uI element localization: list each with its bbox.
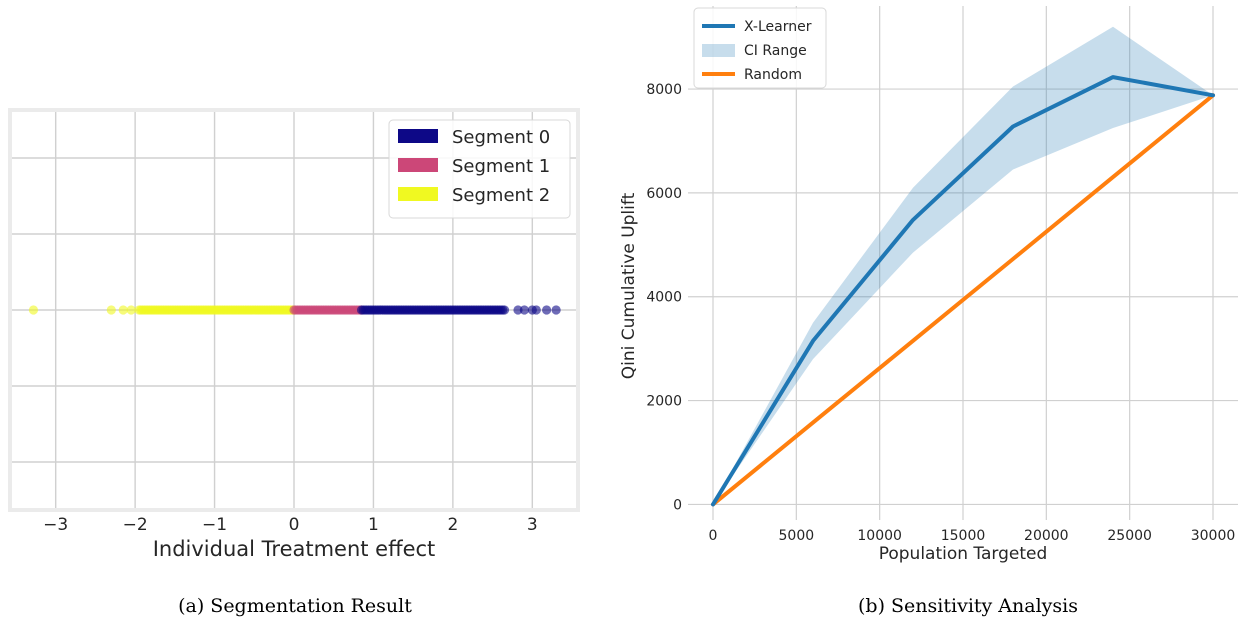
x-tick-label: 3 <box>527 515 538 535</box>
x-tick-label: 15000 <box>941 528 986 544</box>
data-point <box>519 305 529 315</box>
data-point <box>531 305 541 315</box>
legend-label: X-Learner <box>744 19 812 35</box>
y-tick-label: 4000 <box>646 290 682 306</box>
legend: X-Learner CI Range Random <box>693 7 827 89</box>
data-point <box>118 305 128 315</box>
caption-b: (b) Sensitivity Analysis <box>858 595 1078 617</box>
legend-swatch <box>398 129 438 143</box>
scatter-points <box>28 305 561 315</box>
x-tick-labels: −3 −2 −1 0 1 2 3 <box>43 515 538 535</box>
x-tick-label: 0 <box>709 528 718 544</box>
x-tick-label: 5000 <box>779 528 815 544</box>
y-tick-label: 0 <box>673 497 682 513</box>
data-point <box>513 305 523 315</box>
legend-label: Random <box>744 67 802 83</box>
series-layer <box>711 26 1215 507</box>
y-tick-label: 6000 <box>646 186 682 202</box>
x-tick-label: 30000 <box>1191 528 1236 544</box>
series-segment-1 <box>289 305 367 315</box>
ci-band <box>713 26 1213 505</box>
legend-swatch <box>398 187 438 201</box>
legend-swatch <box>702 44 735 57</box>
x-tick-labels: 0 5000 10000 15000 20000 25000 30000 <box>709 528 1236 544</box>
x-tick-label: −3 <box>43 515 68 535</box>
x-tick-label: −2 <box>123 515 148 535</box>
x-tick-label: 10000 <box>857 528 902 544</box>
y-tick-label: 8000 <box>646 82 682 98</box>
y-axis-label: Qini Cumulative Uplift <box>619 192 639 379</box>
x-tick-label: 2 <box>447 515 458 535</box>
data-point <box>499 305 510 315</box>
sensitivity-chart: 0 5000 10000 15000 20000 25000 30000 0 2000 4000… <box>619 6 1238 617</box>
data-point <box>106 305 116 315</box>
data-point <box>542 305 552 315</box>
legend: Segment 0 Segment 1 Segment 2 <box>388 119 571 219</box>
grid <box>688 6 1238 520</box>
series-segment-0 <box>356 305 561 315</box>
x-axis-label: Population Targeted <box>879 544 1048 564</box>
data-point <box>551 305 561 315</box>
x-tick-label: 1 <box>368 515 379 535</box>
x-tick-label: 20000 <box>1024 528 1069 544</box>
x-tick-label: 0 <box>289 515 300 535</box>
data-point <box>28 305 39 315</box>
legend-swatch <box>398 158 438 172</box>
series-segment-2 <box>28 305 299 315</box>
y-tick-labels: 0 2000 4000 6000 8000 <box>646 82 682 513</box>
series-line-random <box>711 93 1215 507</box>
segmentation-chart: −3 −2 −1 0 1 2 3 Individual Treatment effect S… <box>8 108 580 617</box>
caption-a: (a) Segmentation Result <box>178 595 412 617</box>
x-tick-label: 25000 <box>1107 528 1152 544</box>
legend-label: CI Range <box>744 43 807 59</box>
x-tick-label: −1 <box>202 515 227 535</box>
legend-label: Segment 2 <box>452 185 550 206</box>
series-line-x-learner <box>711 75 1215 507</box>
legend-label: Segment 1 <box>452 156 550 177</box>
y-tick-label: 2000 <box>646 394 682 410</box>
legend-label: Segment 0 <box>452 127 550 148</box>
data-point <box>126 305 136 315</box>
x-axis-label: Individual Treatment effect <box>153 537 436 561</box>
